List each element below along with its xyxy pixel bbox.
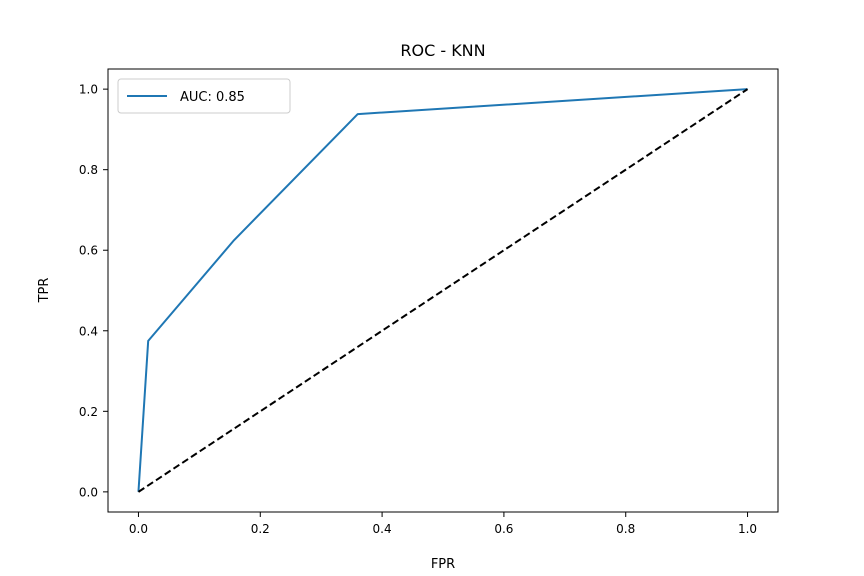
axis-ticks: 0.0 0.2 0.4 0.6 0.8 1.0 0.0 0.2 0.4 0.6 0.8 1.0 <box>79 83 757 536</box>
x-axis-label: FPR <box>431 557 455 572</box>
y-tick-label: 0.0 <box>79 485 98 499</box>
chart-title: ROC - KNN <box>400 41 485 60</box>
y-tick-label: 1.0 <box>79 83 98 97</box>
x-tick-label: 0.0 <box>129 522 148 536</box>
y-tick-label: 0.6 <box>79 244 98 258</box>
y-tick-label: 0.4 <box>79 324 98 338</box>
roc-curve-line <box>137 88 748 492</box>
axes-frame <box>107 68 779 513</box>
legend: AUC: 0.85 <box>117 78 291 114</box>
x-tick-label: 0.2 <box>251 522 270 536</box>
y-axis-label: TPR <box>37 278 52 304</box>
x-tick-label: 0.8 <box>616 522 635 536</box>
x-tick-label: 1.0 <box>738 522 757 536</box>
x-tick-label: 0.6 <box>494 522 513 536</box>
legend-label: AUC: 0.85 <box>180 90 245 105</box>
x-tick-label: 0.4 <box>373 522 392 536</box>
reference-diagonal-line <box>137 88 749 493</box>
y-tick-label: 0.2 <box>79 405 98 419</box>
legend-box <box>117 78 291 114</box>
y-tick-label: 0.8 <box>79 163 98 177</box>
plot-area <box>137 88 749 493</box>
